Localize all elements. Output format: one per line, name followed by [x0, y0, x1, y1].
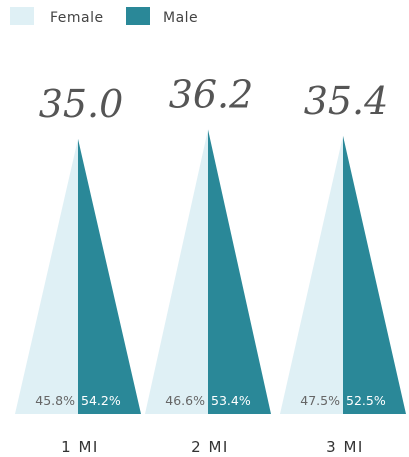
legend: Female Male [10, 7, 198, 26]
male-triangle-2 [208, 129, 271, 414]
legend-label-female: Female [50, 10, 104, 26]
female-pct-label-3: 47.5% [300, 393, 340, 408]
legend-swatch-male [126, 7, 150, 25]
value-label-2: 36.2 [169, 72, 254, 116]
female-triangle-1 [15, 138, 78, 414]
legend-swatch-female [10, 7, 34, 25]
value-label-1: 35.0 [39, 82, 124, 126]
category-label-3: 3 MI [326, 438, 364, 456]
male-triangle-3 [343, 135, 406, 415]
female-triangle-3 [280, 135, 343, 415]
category-label-2: 2 MI [191, 438, 229, 456]
male-triangle-1 [78, 138, 141, 414]
category-label-1: 1 MI [61, 438, 99, 456]
male-pct-label-1: 54.2% [81, 393, 121, 408]
female-pct-label-1: 45.8% [35, 393, 75, 408]
male-pct-label-3: 52.5% [346, 393, 386, 408]
legend-label-male: Male [163, 10, 198, 26]
female-pct-label-2: 46.6% [165, 393, 205, 408]
male-pct-label-2: 53.4% [211, 393, 251, 408]
chart-marks: 35.0 45.8% 54.2% 1 MI 36.2 46.6% 53.4% 2 MI 35.4… [15, 72, 406, 456]
value-label-3: 35.4 [304, 79, 389, 123]
female-triangle-2 [145, 129, 208, 414]
